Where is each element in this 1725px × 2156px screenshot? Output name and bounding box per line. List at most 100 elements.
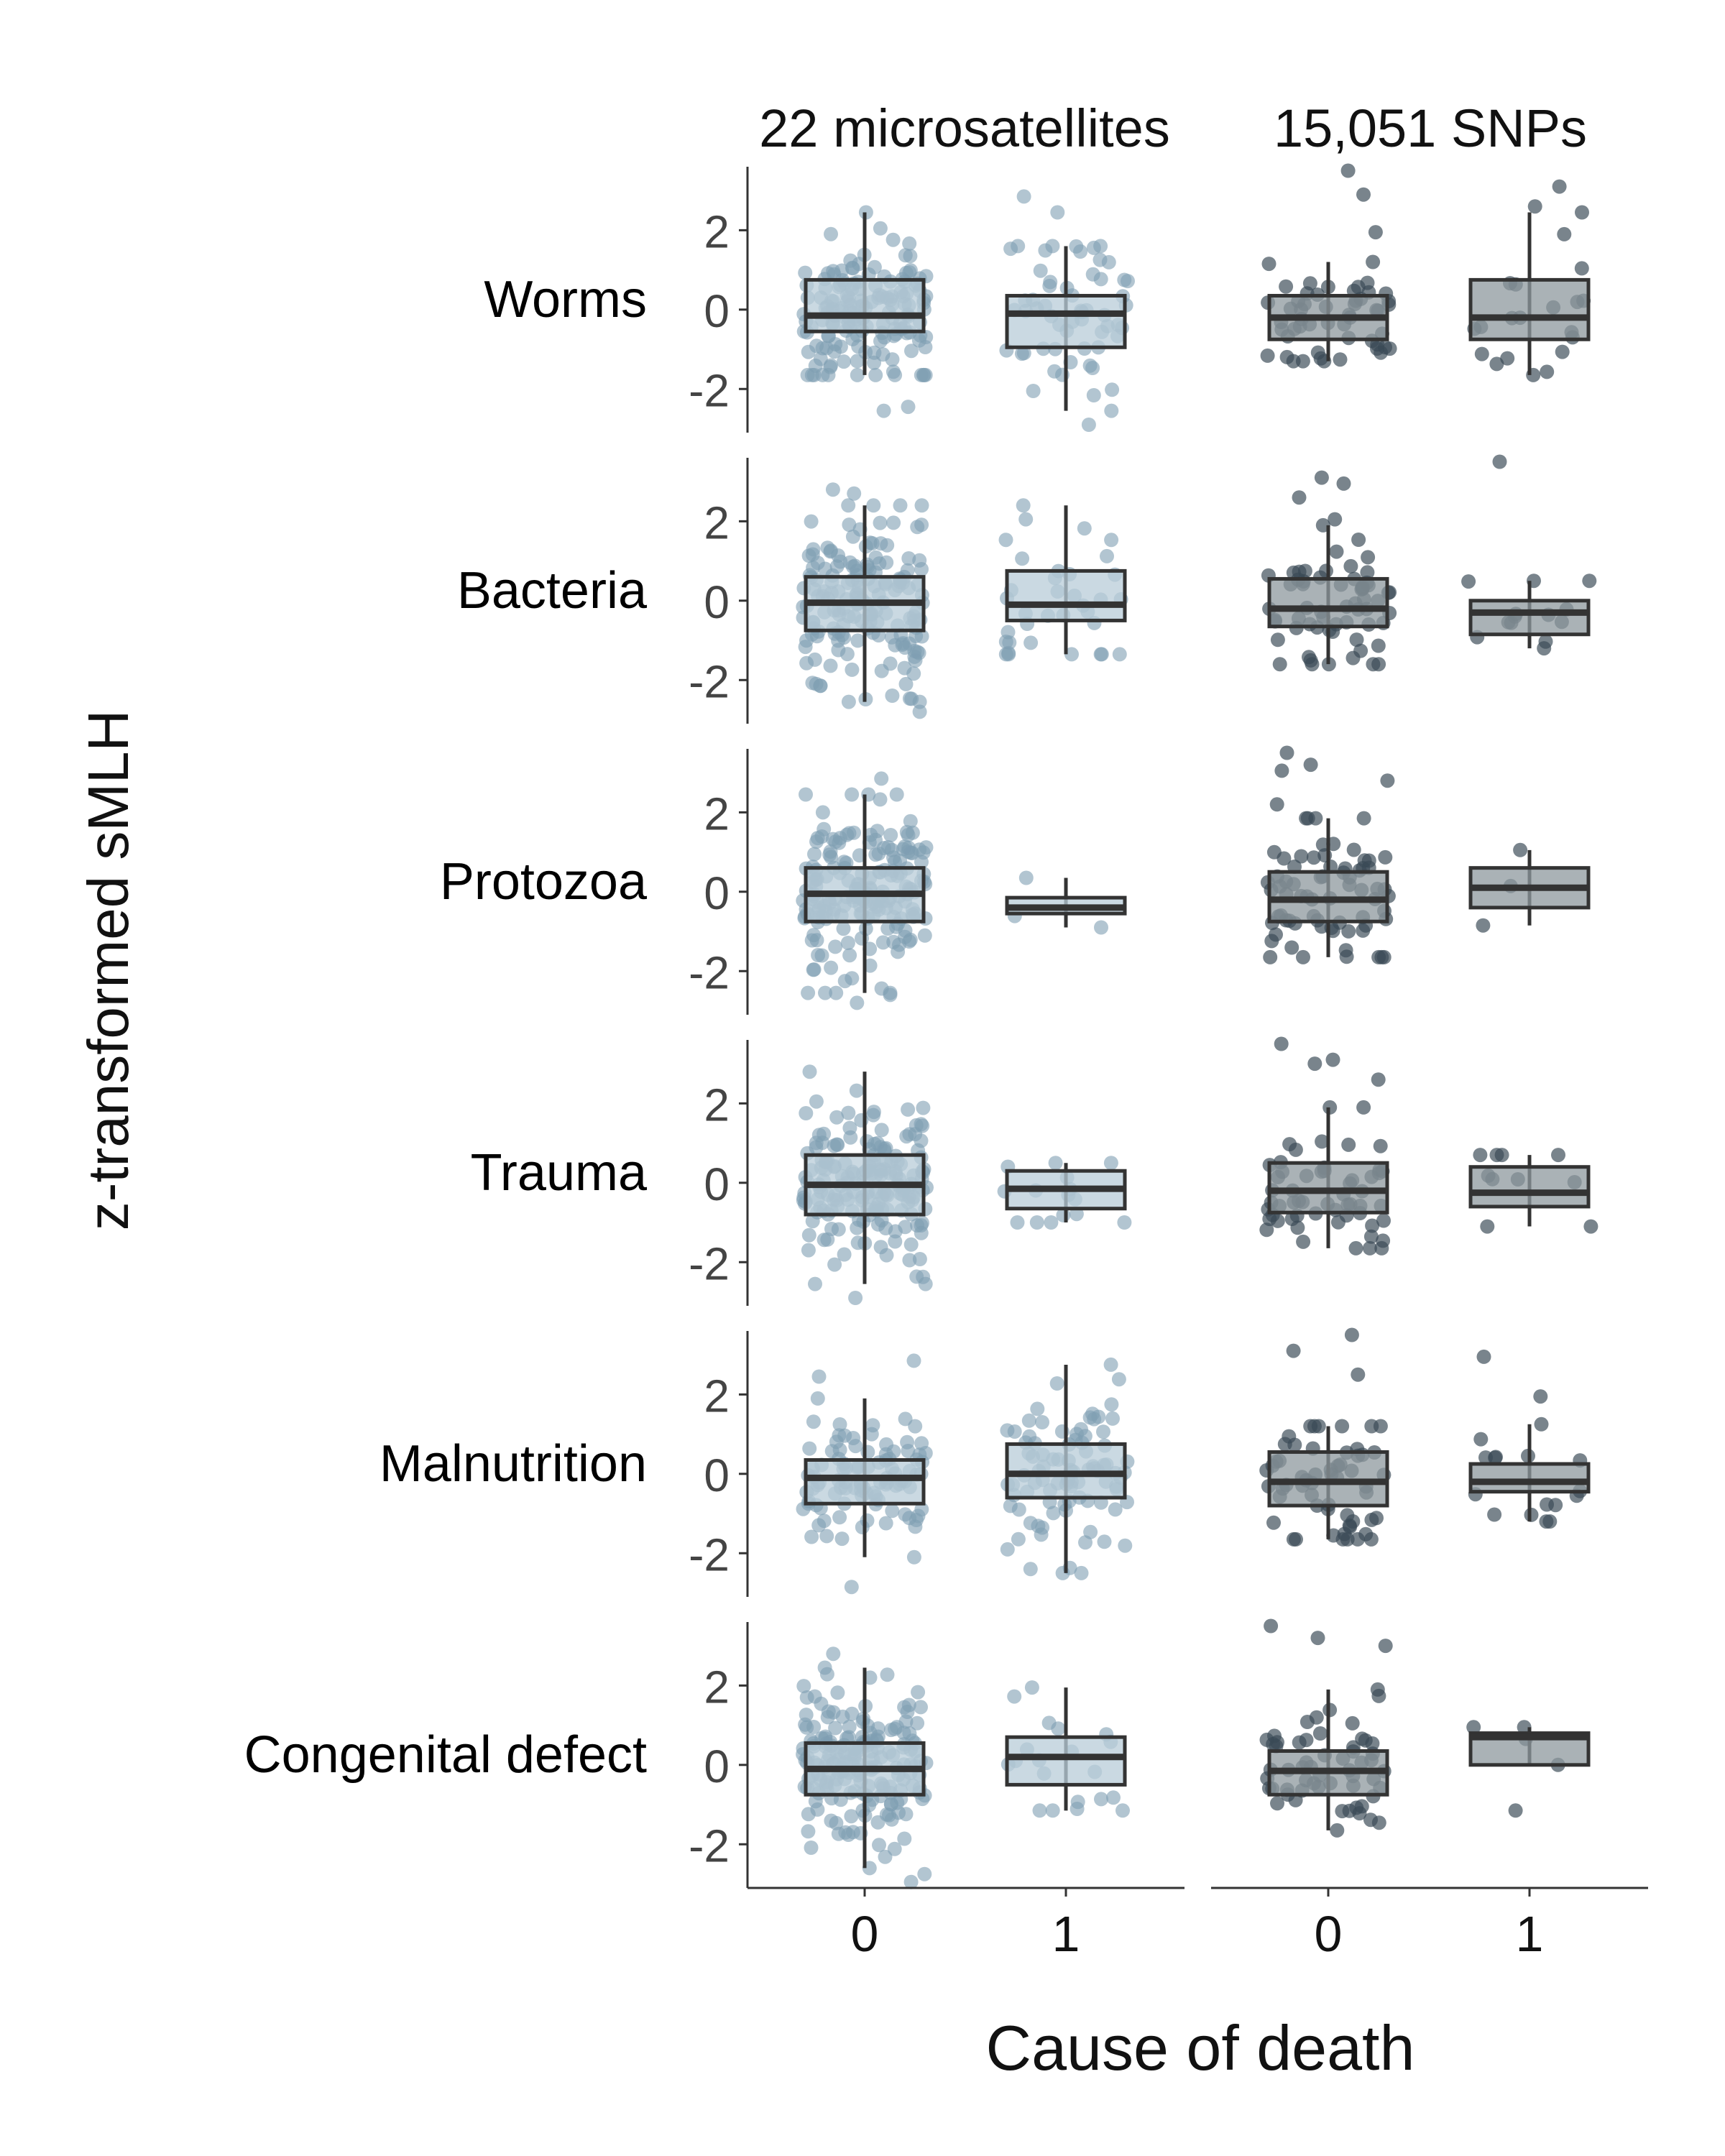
data-point (1043, 275, 1058, 290)
data-point (906, 666, 921, 681)
data-point (878, 1516, 893, 1531)
data-point (1030, 1401, 1045, 1416)
data-point (1552, 179, 1567, 194)
data-point (819, 1667, 834, 1682)
data-point (1376, 1213, 1391, 1228)
data-point (843, 1130, 858, 1145)
data-point (998, 533, 1013, 548)
panel-protozoa-snp-cat0 (1260, 745, 1396, 964)
data-point (804, 1529, 819, 1544)
data-point (888, 1721, 902, 1736)
data-point (1108, 1502, 1123, 1517)
data-point (1121, 274, 1135, 289)
panel-worms-snp-cat0 (1260, 163, 1397, 369)
box (1005, 568, 1127, 622)
data-point (878, 1849, 893, 1864)
panels-layer: Worms-202Bacteria-202Protozoa-202Trauma-… (244, 163, 1648, 1962)
data-point (1315, 1134, 1330, 1149)
data-point (866, 1107, 881, 1123)
data-point (1575, 205, 1589, 220)
data-point (841, 1105, 856, 1120)
data-point (804, 933, 819, 948)
data-point (829, 1110, 845, 1125)
data-point (888, 1234, 903, 1249)
data-point (1094, 920, 1108, 935)
panel-congenital-defect-msat-cat0 (796, 1646, 934, 1889)
data-point (904, 344, 919, 359)
y-tick-label: 0 (704, 576, 730, 628)
data-point (1341, 923, 1356, 939)
data-point (1014, 346, 1029, 361)
data-point (914, 498, 929, 513)
data-point (1290, 1220, 1305, 1235)
data-point (1378, 849, 1393, 865)
y-tick-label: -2 (689, 1238, 730, 1289)
panel-bacteria-snp-cat1 (1461, 454, 1597, 656)
data-point (850, 354, 865, 369)
data-point (1094, 647, 1109, 662)
data-point (814, 829, 829, 844)
data-point (918, 367, 933, 382)
y-tick-label: 2 (704, 1661, 730, 1713)
data-point (883, 828, 898, 842)
data-point (1371, 638, 1386, 653)
data-point (868, 847, 883, 862)
data-point (1363, 1812, 1378, 1828)
data-point (1363, 1229, 1379, 1244)
data-point (885, 1503, 900, 1519)
data-point (1105, 382, 1120, 397)
data-point (1346, 842, 1361, 857)
data-point (1266, 1736, 1281, 1751)
data-point (1261, 257, 1276, 272)
y-tick-label: -2 (689, 946, 730, 998)
data-point (1011, 1531, 1026, 1547)
data-point (1351, 533, 1366, 547)
data-point (850, 995, 865, 1010)
data-point (832, 1417, 847, 1432)
data-point (824, 960, 839, 975)
row-label-protozoa: Protozoa (440, 853, 648, 911)
data-point (901, 1102, 916, 1117)
data-point (811, 948, 826, 962)
data-point (1018, 512, 1034, 527)
data-point (832, 1510, 847, 1525)
data-point (837, 354, 851, 369)
y-tick-label: 0 (704, 867, 730, 919)
data-point (1294, 849, 1309, 864)
x-tick-label: 0 (851, 1906, 879, 1962)
y-tick-label: 2 (704, 788, 730, 839)
data-point (825, 482, 840, 497)
data-point (802, 1064, 817, 1079)
row-label-congenital-defect: Congenital defect (244, 1726, 647, 1784)
data-point (1489, 356, 1504, 372)
data-point (1538, 634, 1553, 649)
data-point (818, 985, 832, 1000)
box (1005, 1735, 1127, 1787)
data-point (850, 633, 865, 648)
data-point (1362, 1240, 1377, 1256)
data-point (1344, 1327, 1359, 1342)
data-point (844, 1580, 859, 1595)
data-point (1077, 1429, 1092, 1444)
data-point (1330, 1823, 1345, 1838)
data-point (889, 787, 904, 802)
x-axis-title: Cause of death (986, 2012, 1415, 2083)
data-point (799, 1106, 814, 1120)
data-point (1259, 1222, 1274, 1238)
data-point (898, 676, 914, 691)
data-point (808, 1794, 823, 1809)
data-point (1035, 1415, 1049, 1429)
panel-worms-msat-cat0 (796, 205, 934, 418)
data-point (828, 1720, 843, 1736)
data-point (917, 1866, 932, 1881)
data-point (1031, 1519, 1046, 1534)
data-point (847, 486, 862, 501)
data-point (1016, 189, 1031, 204)
data-point (1321, 657, 1336, 672)
data-point (1274, 1036, 1289, 1051)
data-point (1473, 1148, 1488, 1163)
data-point (1378, 1639, 1393, 1654)
data-point (799, 787, 813, 802)
data-point (806, 1414, 821, 1429)
data-point (860, 559, 875, 574)
